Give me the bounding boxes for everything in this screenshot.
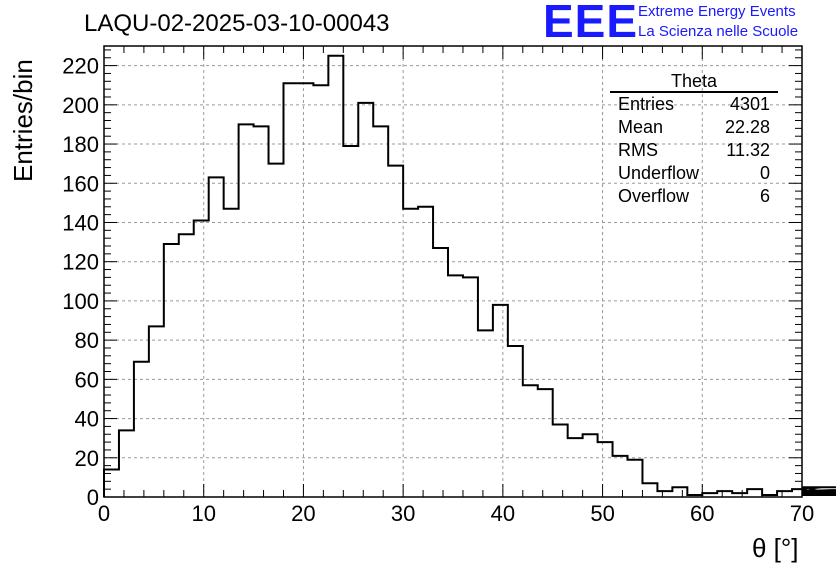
y-tick-label: 180 — [62, 132, 99, 157]
y-tick-label: 160 — [62, 171, 99, 196]
histogram-bin — [134, 362, 149, 497]
histogram-bin — [239, 124, 254, 497]
histogram-bin — [777, 491, 792, 497]
stats-label: Entries — [618, 94, 675, 114]
histogram-bin — [493, 305, 508, 497]
y-tick-label: 140 — [62, 210, 99, 235]
stats-value: 11.32 — [726, 140, 770, 160]
stats-value: 6 — [759, 186, 770, 206]
x-tick-label: 70 — [790, 501, 814, 526]
x-tick-label: 10 — [191, 501, 215, 526]
histogram-bin — [224, 209, 239, 497]
histogram-bin — [269, 164, 284, 497]
x-tick-label: 0 — [98, 501, 110, 526]
plot-frame — [103, 45, 803, 498]
histogram-bin — [717, 491, 732, 497]
y-tick-label: 220 — [62, 54, 99, 79]
y-tick-label: 0 — [87, 485, 99, 510]
stats-row: RMS 11.32 — [610, 139, 778, 162]
stats-label: Mean — [618, 117, 664, 137]
stats-box: Theta Entries 4301 Mean 22.28 RMS 11.32 … — [610, 71, 778, 208]
histogram-bin — [478, 330, 493, 497]
histogram-bin — [209, 177, 224, 497]
histogram-bin — [508, 346, 523, 497]
stats-label: RMS — [618, 140, 658, 160]
logo-mark: EEE — [543, 0, 639, 47]
x-tick-label: 40 — [491, 501, 515, 526]
y-axis-label: Entries/bin — [8, 59, 38, 182]
histogram-bin — [463, 277, 478, 497]
y-tick-label: 80 — [75, 328, 99, 353]
x-tick-label: 50 — [590, 501, 614, 526]
histogram-bin — [298, 83, 313, 497]
stats-label: Overflow — [618, 186, 690, 206]
histogram-bin — [523, 385, 538, 497]
histogram-bin — [328, 56, 343, 497]
logo-line-1: Extreme Energy Events — [638, 3, 796, 20]
histogram-bin — [358, 103, 373, 497]
y-tick-label: 200 — [62, 93, 99, 118]
histogram-bin — [418, 207, 433, 497]
logo-line-2: La Scienza nelle Scuole — [638, 23, 799, 40]
stats-row: Entries 4301 — [610, 93, 778, 116]
histogram-bin — [628, 460, 643, 497]
y-tick-label: 120 — [62, 250, 99, 275]
stats-row: Underflow 0 — [610, 162, 778, 185]
histogram-bin — [149, 326, 164, 497]
y-tick-label: 100 — [62, 289, 99, 314]
histogram-bin — [179, 234, 194, 497]
x-tick-label: 60 — [690, 501, 714, 526]
x-tick-label: 30 — [391, 501, 415, 526]
histogram-bin — [448, 275, 463, 497]
histogram-bin — [583, 434, 598, 497]
histogram-bin — [747, 489, 762, 497]
histogram-bin — [283, 83, 298, 497]
stats-row: Overflow 6 — [610, 185, 778, 208]
y-tick-label: 20 — [75, 446, 99, 471]
stats-row: Mean 22.28 — [610, 116, 778, 139]
histogram-bin — [657, 491, 672, 497]
stats-label: Underflow — [618, 163, 700, 183]
histogram-bin — [254, 126, 269, 497]
histogram-bin — [553, 424, 568, 497]
histogram-bin — [373, 126, 388, 497]
histogram-bin — [568, 438, 583, 497]
stats-value: 0 — [759, 163, 770, 183]
histogram-bin — [119, 430, 134, 497]
histogram-bin — [538, 389, 553, 497]
histogram-bin — [343, 146, 358, 497]
chart-title: LAQU-02-2025-03-10-00043 — [84, 10, 390, 37]
histogram-bin — [403, 209, 418, 497]
y-tick-label: 60 — [75, 367, 99, 392]
histogram-bin — [313, 85, 328, 497]
histogram-bin — [642, 483, 657, 497]
histogram-bin — [598, 442, 613, 497]
x-axis-label: θ [°] — [752, 533, 799, 563]
y-tick-label: 40 — [75, 407, 99, 432]
plot-area — [104, 46, 802, 497]
stats-title: Theta — [610, 71, 778, 93]
histogram-bin — [792, 489, 802, 497]
histogram-bin — [672, 487, 687, 497]
histogram-bin — [613, 456, 628, 497]
histogram-bin — [164, 244, 179, 497]
histogram-bin — [433, 248, 448, 497]
histogram-bin — [194, 221, 209, 497]
stats-value: 4301 — [729, 94, 770, 114]
x-tick-label: 20 — [291, 501, 315, 526]
stats-value: 22.28 — [724, 117, 770, 137]
histogram-bin — [388, 166, 403, 497]
